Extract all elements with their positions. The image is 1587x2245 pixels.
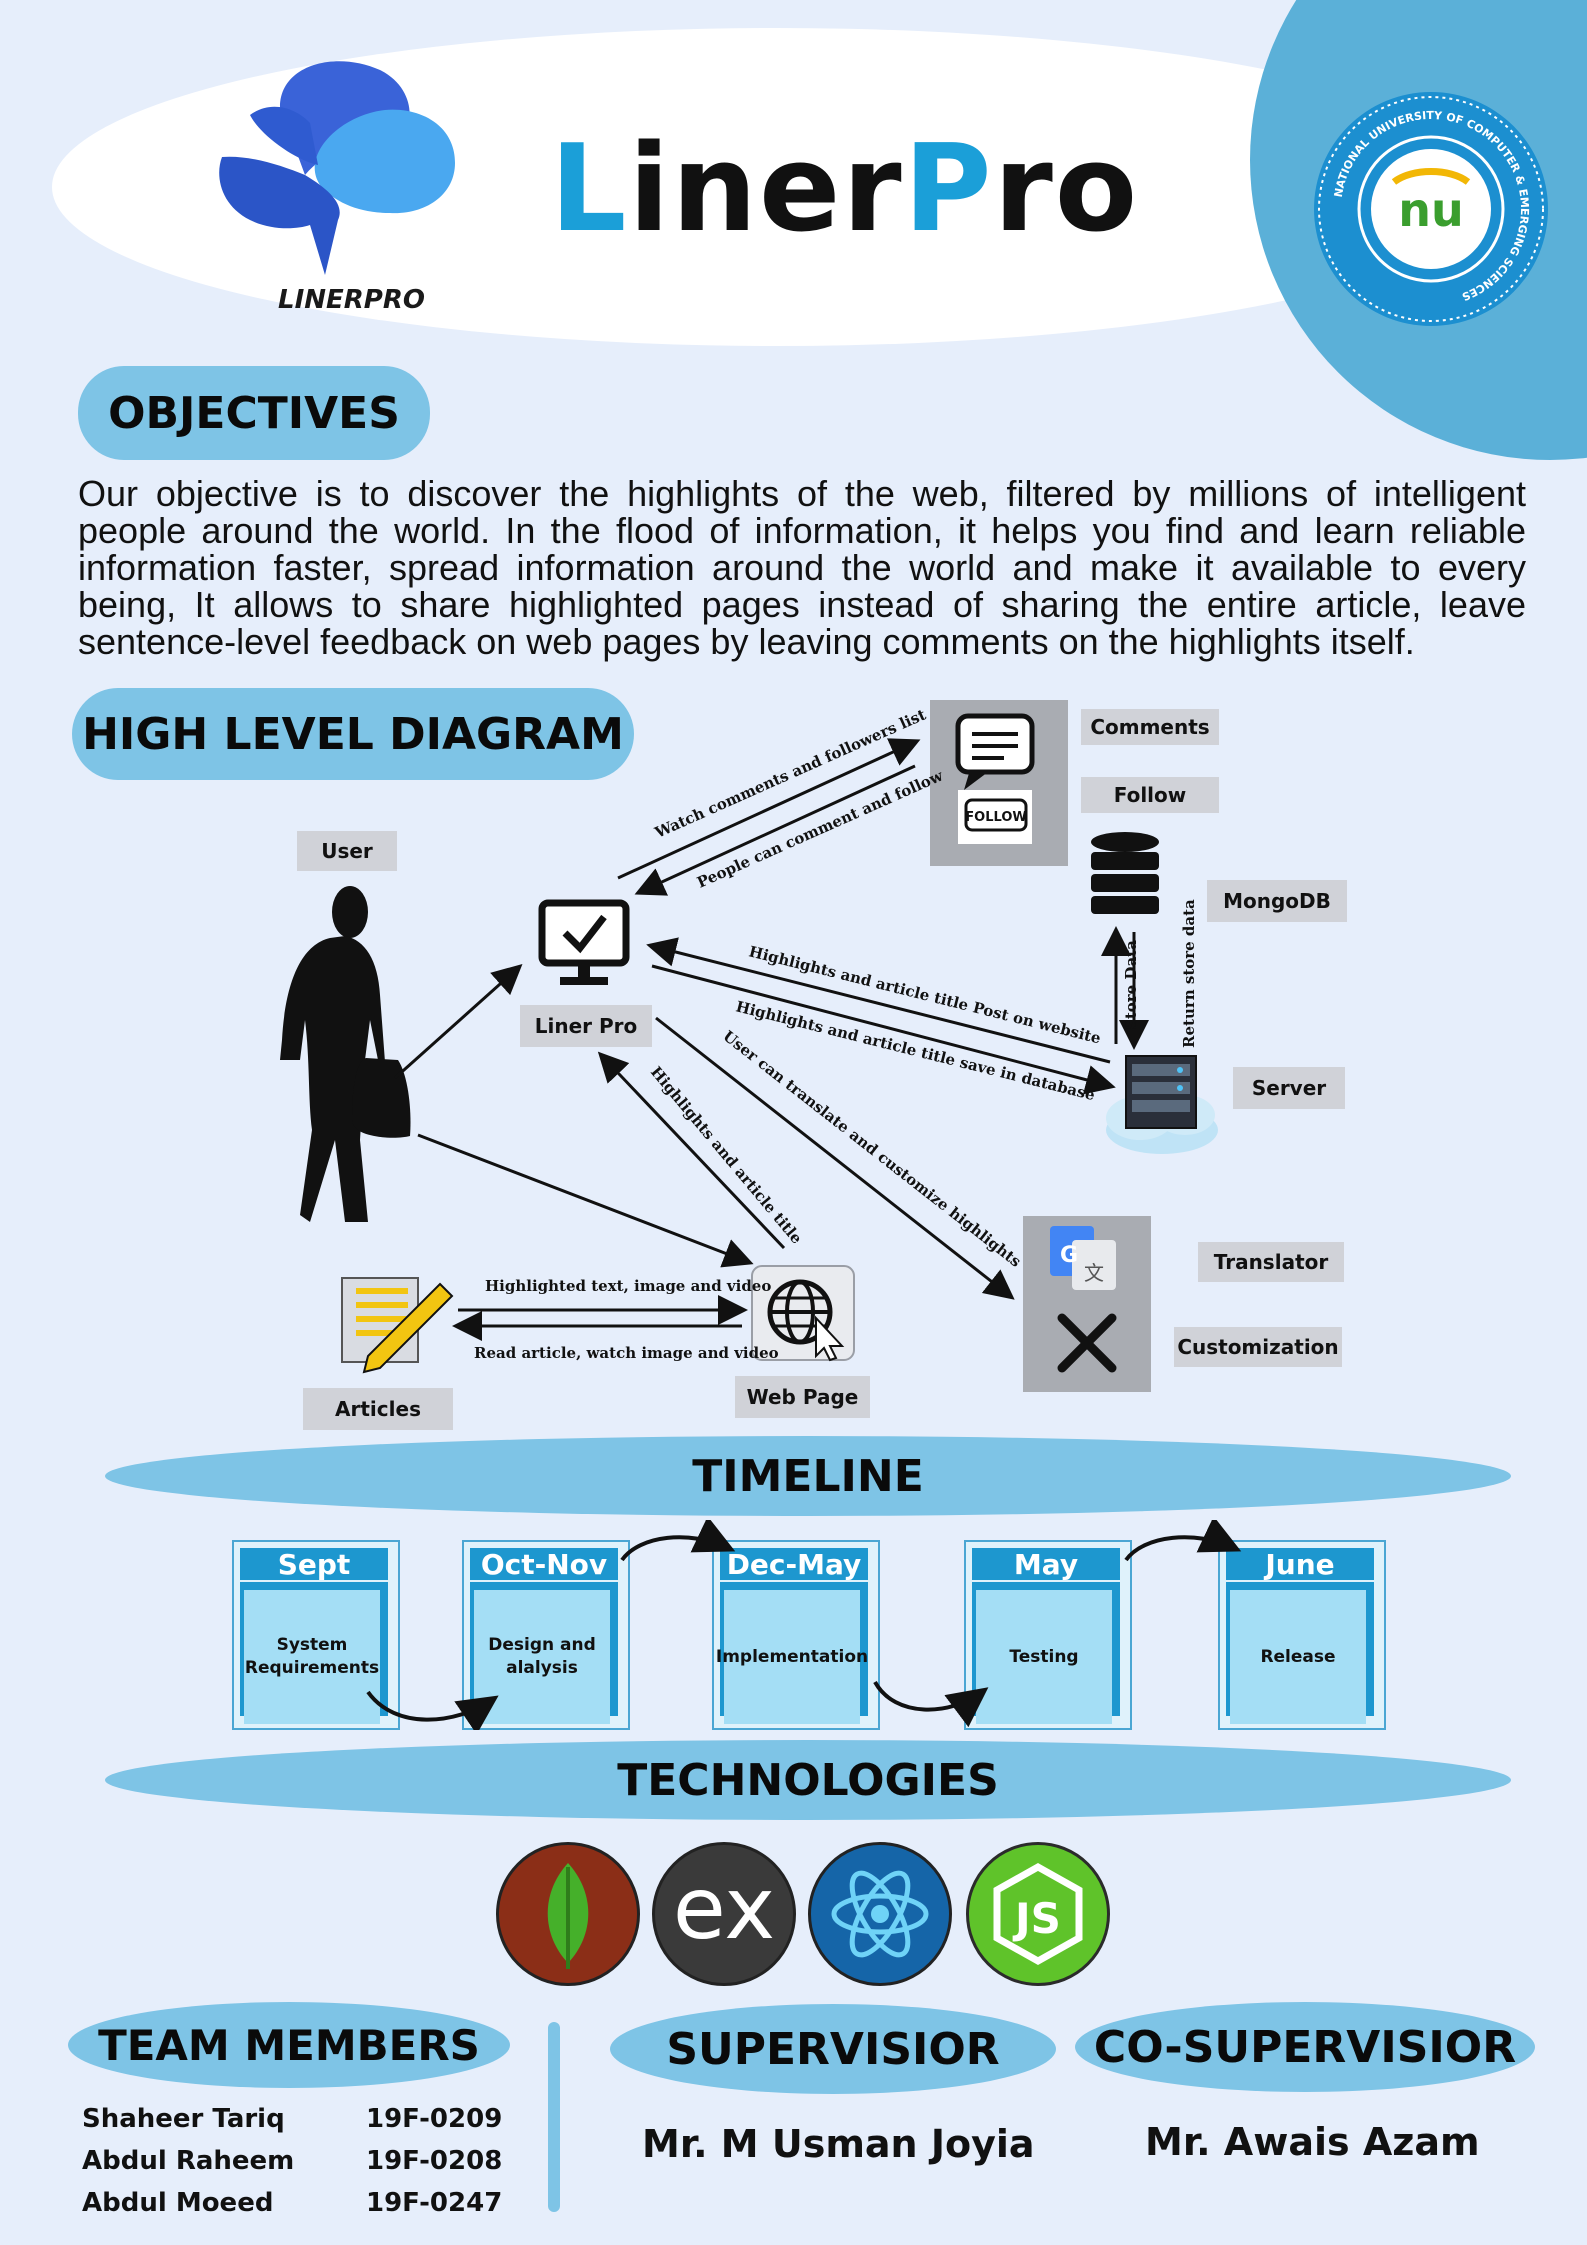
timeline-period: Oct-Nov [470,1548,618,1581]
nodejs-logo: JS [966,1842,1110,1986]
vertical-divider [548,2022,560,2212]
server-cloud-icon [1106,1055,1218,1154]
label-translator: Translator [1198,1242,1344,1282]
follow-badge-icon: FOLLOW [958,790,1032,844]
svg-text:G: G [1060,1243,1078,1268]
edge-label-watch-comments: Watch comments and followers list [651,705,928,842]
express-logo: ex [652,1842,796,1986]
svg-text:JS: JS [1012,1894,1061,1943]
timeline-period: Sept [240,1548,388,1581]
seal-mark: nu [1398,183,1464,237]
label-liner-pro: Liner Pro [520,1005,652,1047]
label-mongodb: MongoDB [1207,880,1347,922]
timeline-task: Implementation [716,1590,868,1724]
edge-label-store-data: Store Data [1122,940,1140,1030]
title-segment-iner: iner [628,120,904,259]
timeline-card: Sept System Requirements [232,1540,400,1730]
svg-text:文: 文 [1084,1261,1104,1285]
label-articles: Articles [303,1388,453,1430]
label-customization: Customization [1174,1327,1342,1367]
timeline-card: June Release [1218,1540,1386,1730]
mongodb-logo [496,1842,640,1986]
team-member-id: 19F-0247 [366,2188,503,2218]
team-member-name: Abdul Raheem [82,2146,295,2176]
technologies-heading: TECHNOLOGIES [105,1740,1511,1820]
article-notepad-icon [341,1277,454,1374]
timeline-arrows [366,1520,1242,1730]
nodejs-icon: JS [993,1862,1083,1966]
google-translate-icon: G 文 [1050,1226,1116,1290]
co-supervisor-heading: CO-SUPERVISIOR [1075,2002,1535,2092]
react-logo [808,1842,952,1986]
supervisor-heading: SUPERVISIOR [610,2004,1056,2094]
timeline-heading: TIMELINE [105,1436,1511,1516]
web-globe-icon [751,1265,855,1362]
timeline-task: System Requirements [244,1590,380,1724]
team-member-name: Shaheer Tariq [82,2104,285,2134]
express-icon: ex [672,1859,776,1959]
title-letter-l: L [550,120,629,259]
team-member-id: 19F-0208 [366,2146,503,2176]
objectives-text: Our objective is to discover the highlig… [78,473,1526,662]
timeline-card: Oct-Nov Design and alalysis [462,1540,630,1730]
monitor-icon [538,899,630,985]
team-member-name: Abdul Moeed [82,2188,274,2218]
react-atom-icon [831,1870,929,1958]
objectives-heading: OBJECTIVES [78,366,430,460]
label-server: Server [1233,1067,1345,1109]
timeline-task: Testing [976,1590,1112,1724]
label-web-page: Web Page [735,1376,870,1418]
timeline-period: Dec-May [720,1548,868,1581]
university-seal: NATIONAL UNIVERSITY OF COMPUTER & EMERGI… [1314,92,1548,326]
title-segment-ro: ro [993,120,1140,259]
title-letter-p: P [903,120,994,259]
user-silhouette-icon [280,886,411,1222]
edge-label-return-store-data: Return store data [1180,899,1198,1048]
comment-bubble-icon [955,713,1035,790]
team-member-id: 19F-0209 [366,2104,503,2134]
edge-label-post-website: Highlights and article title Post on web… [747,942,1103,1047]
edge-label-read-article: Read article, watch image and video [474,1344,779,1362]
timeline-period: May [972,1548,1120,1581]
label-comments: Comments [1081,709,1219,745]
architecture-diagram: FOLLOW G 文 [280,700,1218,1392]
timeline-card: May Testing [964,1540,1132,1730]
logo-caption: LINERPRO [278,285,425,315]
label-follow: Follow [1081,777,1219,813]
mongodb-leaf-icon [547,1863,589,1969]
database-icon [1091,832,1159,914]
linerpro-logo [219,61,455,275]
follow-badge-text: FOLLOW [965,810,1026,825]
timeline-card: Dec-May Implementation [712,1540,880,1730]
team-heading: TEAM MEMBERS [68,2002,510,2088]
label-user: User [297,831,397,871]
timeline-task: Release [1230,1590,1366,1724]
co-supervisor-name: Mr. Awais Azam [1145,2120,1480,2164]
timeline-period: June [1226,1548,1374,1581]
tools-icon [1057,1313,1117,1373]
edge-label-highlights-title: Highlights and article title [647,1063,806,1247]
diagram-heading: HIGH LEVEL DIAGRAM [72,688,634,780]
edge-label-highlighted-text: Highlighted text, image and video [485,1277,771,1295]
brand-title: LinerPro [550,120,1139,259]
supervisor-name: Mr. M Usman Joyia [642,2122,1035,2166]
